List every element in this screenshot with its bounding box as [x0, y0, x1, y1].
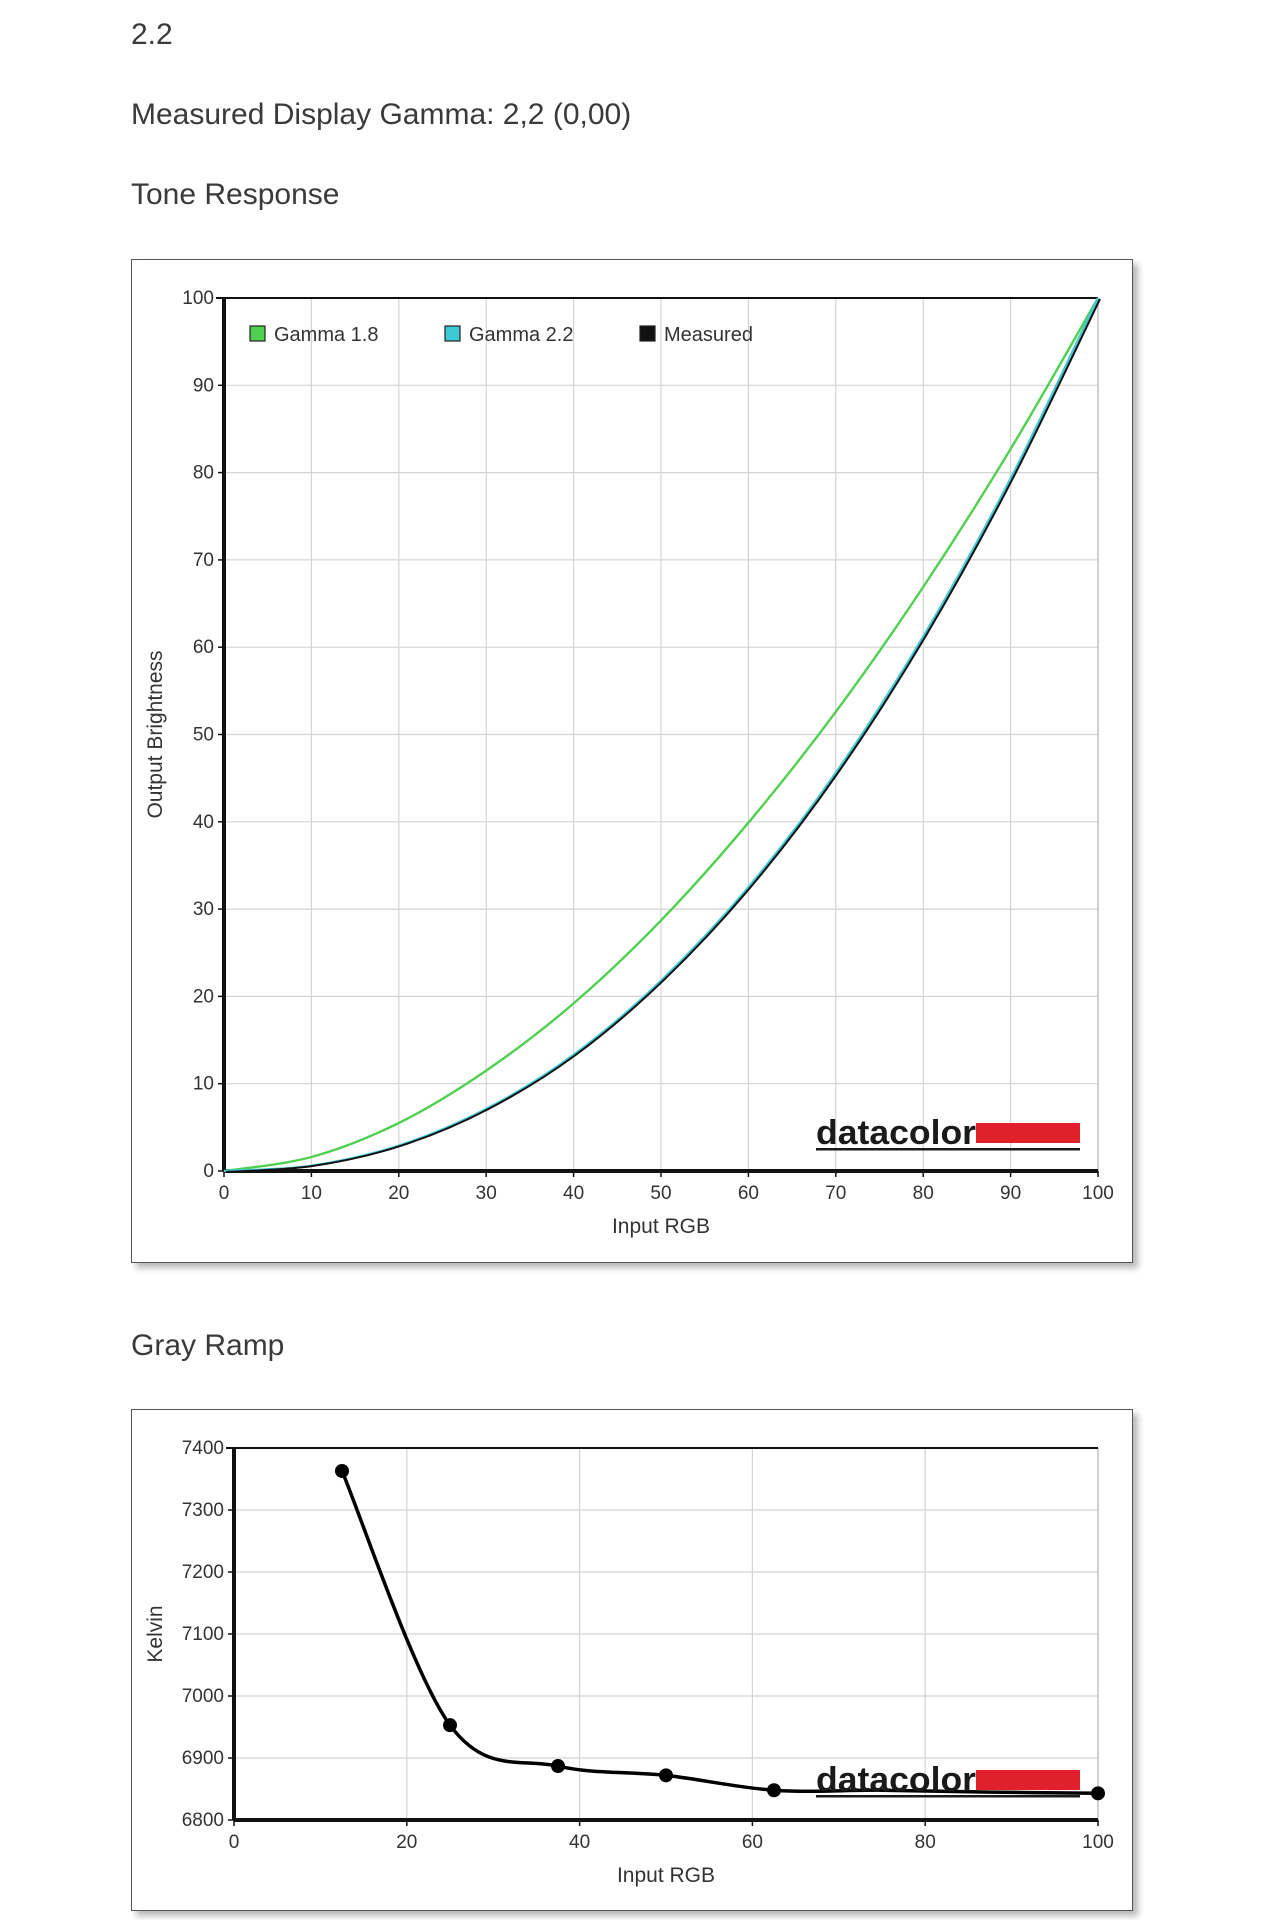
gray-ramp-heading: Gray Ramp	[131, 1329, 285, 1362]
logo-text: datacolor	[816, 1114, 976, 1152]
x-tick-label: 60	[742, 1832, 763, 1853]
y-tick-label: 7000	[182, 1686, 224, 1707]
y-axis-title: Output Brightness	[144, 650, 167, 818]
y-tick-label: 30	[193, 899, 214, 920]
kelvin-series-line	[340, 1470, 1099, 1796]
legend-label-gamma-2-2: Gamma 2.2	[469, 324, 573, 346]
y-tick-label: 50	[193, 725, 214, 746]
x-tick-label: 100	[1082, 1183, 1114, 1204]
y-tick-label: 6900	[182, 1748, 224, 1769]
tone-response-panel: 0 10 20 30 40 50 60 70 80 90 100 0 10 20 30 40 50 60 70 80 9…	[131, 259, 1133, 1263]
x-axis-title: Input RGB	[617, 1864, 715, 1887]
y-tick-label: 60	[193, 637, 214, 658]
x-tick-label: 70	[825, 1183, 846, 1204]
y-tick-label: 90	[193, 375, 214, 396]
gray-ramp-chart: 0 20 40 60 80 100 6800 6900 7000 7100 7200 7300 7400…	[144, 1438, 1114, 1887]
gray-ramp-panel: 0 20 40 60 80 100 6800 6900 7000 7100 7200 7300 7400…	[131, 1409, 1133, 1911]
x-tick-label: 90	[1000, 1183, 1021, 1204]
x-tick-label: 100	[1082, 1832, 1114, 1853]
x-tick-label: 50	[650, 1183, 671, 1204]
x-tick-label: 60	[738, 1183, 759, 1204]
kelvin-data-point	[767, 1783, 781, 1798]
kelvin-data-point	[335, 1463, 349, 1478]
kelvin-data-point	[443, 1718, 457, 1733]
x-tick-label: 20	[396, 1832, 417, 1853]
y-tick-label: 7200	[182, 1562, 224, 1583]
y-tick-label: 70	[193, 550, 214, 571]
x-tick-label: 30	[476, 1183, 497, 1204]
y-tick-label: 40	[193, 812, 214, 833]
x-tick-label: 80	[915, 1832, 936, 1853]
logo-underline	[816, 1148, 1080, 1151]
legend-swatch-gamma-1-8	[249, 325, 266, 342]
y-tick-label: 7300	[182, 1500, 224, 1521]
x-tick-label: 10	[301, 1183, 322, 1204]
y-tick-label: 10	[193, 1074, 214, 1095]
x-tick-label: 20	[388, 1183, 409, 1204]
measured-gamma-text: Measured Display Gamma: 2,2 (0,00)	[131, 98, 632, 131]
tone-response-chart: 0 10 20 30 40 50 60 70 80 90 100 0 10 20 30 40 50 60 70 80 9…	[144, 288, 1114, 1238]
legend-label-gamma-1-8: Gamma 1.8	[274, 324, 378, 346]
x-tick-label: 0	[219, 1183, 230, 1204]
y-tick-label: 6800	[182, 1810, 224, 1831]
x-tick-label: 40	[569, 1832, 590, 1853]
x-tick-label: 0	[229, 1832, 240, 1853]
y-tick-label: 0	[203, 1161, 214, 1182]
logo-red-bar	[976, 1123, 1080, 1143]
y-tick-label: 7400	[182, 1438, 224, 1459]
gamma-value-heading: 2.2	[131, 18, 173, 51]
y-tick-label: 7100	[182, 1624, 224, 1645]
x-tick-label: 40	[563, 1183, 584, 1204]
x-tick-label: 80	[913, 1183, 934, 1204]
tone-response-heading: Tone Response	[131, 178, 340, 211]
datacolor-logo: datacolor	[816, 1114, 1080, 1152]
datacolor-logo: datacolor	[816, 1761, 1080, 1799]
legend-swatch-measured	[639, 325, 656, 342]
y-tick-label: 20	[193, 986, 214, 1007]
series-line-gamma-1-8	[223, 297, 1100, 1173]
kelvin-data-point	[659, 1768, 673, 1783]
logo-red-bar	[976, 1770, 1080, 1790]
y-axis-title: Kelvin	[144, 1605, 167, 1662]
x-axis-title: Input RGB	[612, 1215, 710, 1238]
logo-text: datacolor	[816, 1761, 976, 1799]
legend-label-measured: Measured	[664, 324, 753, 346]
y-tick-label: 80	[193, 463, 214, 484]
logo-underline	[816, 1795, 1080, 1798]
series-line-measured	[225, 298, 1101, 1173]
legend-swatch-gamma-2-2	[444, 325, 461, 342]
kelvin-data-point	[551, 1759, 565, 1774]
kelvin-data-point	[1091, 1786, 1105, 1801]
y-tick-label: 100	[182, 288, 214, 309]
